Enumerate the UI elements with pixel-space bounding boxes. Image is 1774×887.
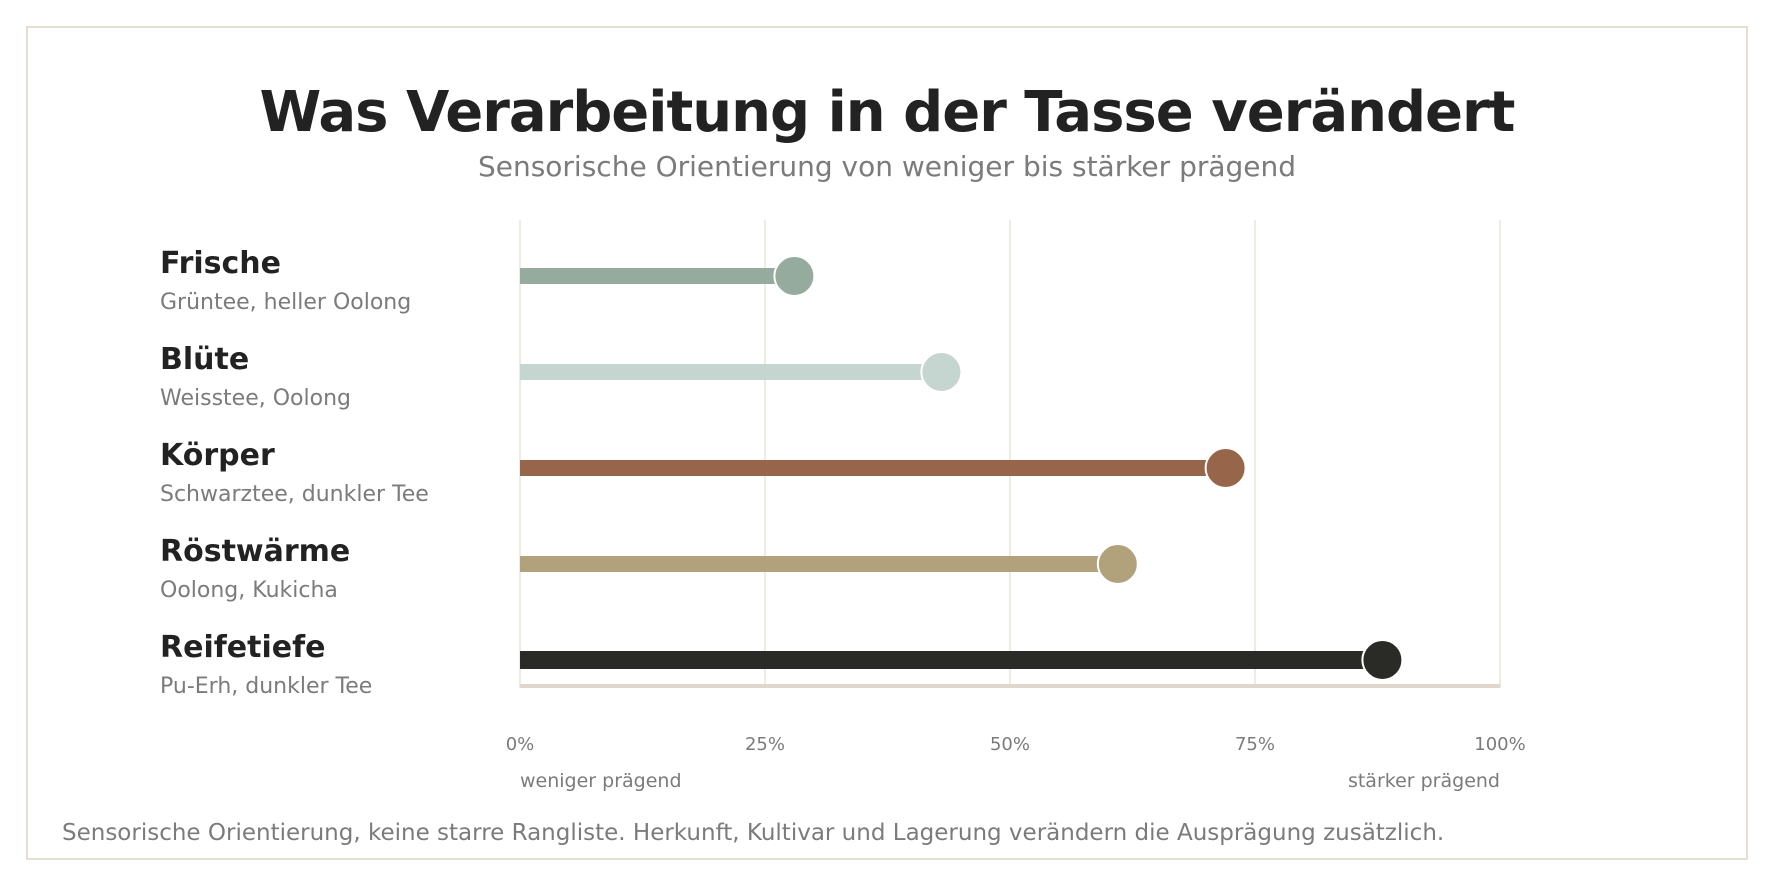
- category-sublabel: Schwarztee, dunkler Tee: [160, 482, 429, 507]
- dot-3: [1096, 543, 1139, 585]
- category-labels: Frische Grüntee, heller Oolong Blüte Weisst…: [160, 246, 429, 699]
- x-tick-label: 100%: [1474, 734, 1525, 755]
- chart-frame: [26, 26, 1748, 860]
- dot-0: [773, 255, 816, 297]
- x-tick-label: 25%: [745, 734, 785, 755]
- dot-2: [1204, 447, 1247, 489]
- x-axis-min-label: weniger prägend: [520, 770, 682, 792]
- category-label: Reifetiefe: [160, 630, 326, 665]
- x-tick-label: 75%: [1235, 734, 1275, 755]
- category-sublabel: Weisstee, Oolong: [160, 386, 351, 411]
- category-sublabel: Pu-Erh, dunkler Tee: [160, 674, 372, 699]
- category-sublabel: Oolong, Kukicha: [160, 578, 338, 603]
- x-axis-max-label: stärker prägend: [1348, 770, 1500, 792]
- x-axis-ticks: 0% 25% 50% 75% 100%: [506, 734, 1526, 755]
- grid-lines: [519, 220, 1501, 688]
- category-label: Körper: [160, 438, 275, 473]
- dot-1: [920, 351, 963, 393]
- dot-4: [1361, 639, 1404, 681]
- chart-subtitle: Sensorische Orientierung von weniger bis…: [477, 150, 1297, 183]
- category-sublabel: Grüntee, heller Oolong: [160, 290, 411, 315]
- bars: [520, 255, 1404, 681]
- category-label: Frische: [160, 246, 281, 281]
- x-tick-label: 50%: [990, 734, 1030, 755]
- category-label: Röstwärme: [160, 534, 350, 569]
- x-tick-label: 0%: [506, 734, 535, 755]
- chart-title: Was Verarbeitung in der Tasse verändert: [259, 80, 1516, 145]
- chart-footnote: Sensorische Orientierung, keine starre R…: [62, 820, 1445, 846]
- category-label: Blüte: [160, 342, 249, 377]
